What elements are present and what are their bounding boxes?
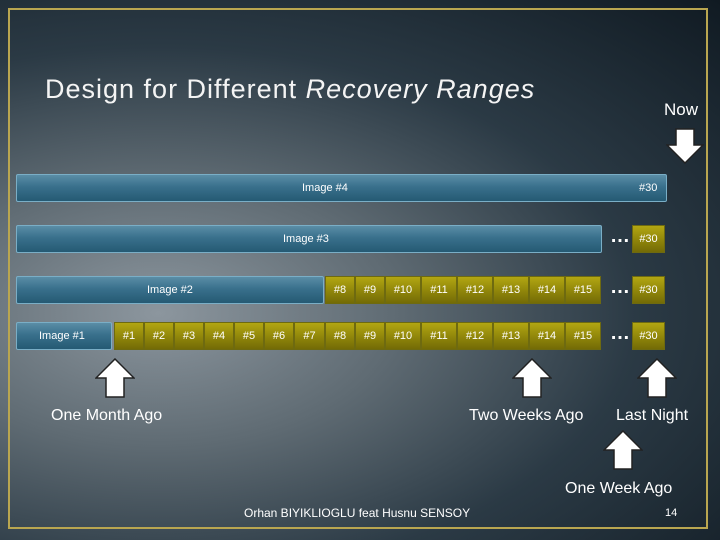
image-2-label: Image #2 [147, 284, 193, 296]
up-arrow-icon [603, 430, 643, 470]
row1-snapshot-12: #12 [457, 322, 493, 350]
one-month-ago-label: One Month Ago [51, 407, 163, 424]
image-4-bar: Image #4 #30 [16, 174, 667, 202]
slide-title: Design for Different Recovery Ranges [45, 74, 536, 104]
row1-snapshot-2: #2 [144, 322, 174, 350]
row1-snapshot-10: #10 [385, 322, 421, 350]
now-label: Now [664, 100, 699, 119]
image-1-label: Image #1 [39, 330, 85, 342]
row1-snapshot-30: #30 [632, 322, 665, 350]
image-3-ellipsis: … [610, 225, 631, 247]
row1-snapshot-3: #3 [174, 322, 204, 350]
row1-snapshot-14: #14 [529, 322, 565, 350]
row2-snapshot-12: #12 [457, 276, 493, 304]
row1-snapshot-13: #13 [493, 322, 529, 350]
up-arrow-icon [512, 358, 552, 398]
row1-snapshot-6: #6 [264, 322, 294, 350]
row1-snapshot-15: #15 [565, 322, 601, 350]
row1-snapshot-1: #1 [114, 322, 144, 350]
image-3-label: Image #3 [283, 233, 329, 245]
image-3-bar: Image #3 [16, 225, 602, 253]
row2-snapshot-10: #10 [385, 276, 421, 304]
row2-snapshot-11: #11 [421, 276, 457, 304]
row1-snapshot-9: #9 [355, 322, 385, 350]
image-4-end-label: #30 [639, 182, 658, 194]
image-1-bar: Image #1 [16, 322, 112, 350]
image-4-label: Image #4 [302, 182, 348, 194]
row2-snapshot-13: #13 [493, 276, 529, 304]
two-weeks-ago-label: Two Weeks Ago [469, 407, 584, 424]
up-arrow-icon [95, 358, 135, 398]
row2-snapshot-9: #9 [355, 276, 385, 304]
down-arrow-icon [666, 128, 704, 164]
image-2-bar: Image #2 [16, 276, 324, 304]
footer-credit: Orhan BIYIKLIOGLU feat Husnu SENSOY [244, 506, 471, 520]
row1-snapshot-11: #11 [421, 322, 457, 350]
image-3-end-snapshot: #30 [632, 225, 665, 253]
up-arrow-icon [637, 358, 677, 398]
row2-snapshot-14: #14 [529, 276, 565, 304]
last-night-label: Last Night [616, 407, 689, 424]
row1-snapshot-7: #7 [294, 322, 325, 350]
row1-snapshot-5: #5 [234, 322, 264, 350]
row2-ellipsis: … [610, 276, 631, 298]
row2-snapshot-8: #8 [325, 276, 355, 304]
row1-snapshot-4: #4 [204, 322, 234, 350]
one-week-ago-label: One Week Ago [565, 480, 673, 497]
row1-snapshot-8: #8 [325, 322, 355, 350]
page-number: 14 [665, 507, 678, 519]
row2-snapshot-15: #15 [565, 276, 601, 304]
slide-frame [8, 8, 708, 529]
row2-snapshot-30: #30 [632, 276, 665, 304]
row1-ellipsis: … [610, 322, 631, 344]
